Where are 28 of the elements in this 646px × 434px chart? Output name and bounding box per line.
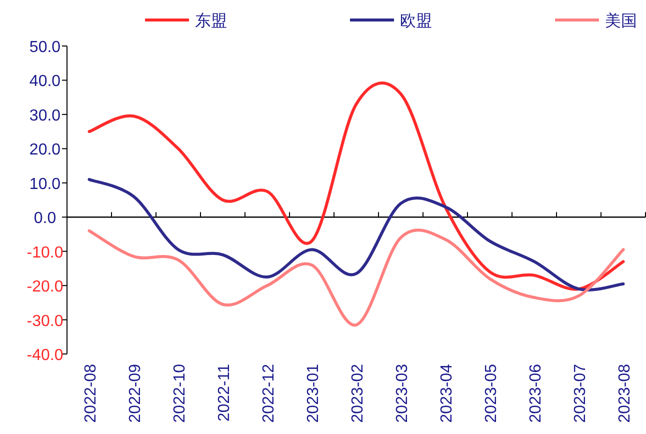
line-series bbox=[88, 228, 625, 326]
y-tick-label: -40.0 bbox=[26, 347, 64, 364]
line-series bbox=[88, 178, 625, 292]
y-tick-label: 20.0 bbox=[29, 142, 61, 159]
x-tick-label: 2023-02 bbox=[349, 364, 366, 423]
x-tick-label: 2022-11 bbox=[216, 364, 233, 422]
x-tick-label: 2023-05 bbox=[482, 364, 500, 423]
y-tick-label: 50.0 bbox=[29, 39, 61, 56]
x-tick-label: 2022-12 bbox=[260, 364, 278, 423]
y-tick-label: 0.0 bbox=[34, 210, 56, 228]
y-tick-label: 10.0 bbox=[29, 176, 61, 193]
x-tick-label: 2023-01 bbox=[304, 364, 322, 423]
y-tick-label: 30.0 bbox=[29, 107, 61, 124]
x-tick-label: 2023-03 bbox=[394, 364, 411, 423]
y-tick-label: -10.0 bbox=[26, 244, 64, 262]
legend-label: 欧盟 bbox=[400, 13, 432, 30]
x-tick-label: 2023-06 bbox=[527, 364, 544, 423]
x-tick-label: 2023-04 bbox=[438, 364, 456, 423]
x-tick-label: 2023-08 bbox=[616, 364, 634, 423]
x-tick-label: 2022-10 bbox=[171, 364, 188, 423]
legend-label: 东盟 bbox=[195, 12, 227, 30]
y-tick-label: 40.0 bbox=[29, 73, 61, 90]
x-tick-label: 2023-07 bbox=[572, 364, 589, 423]
x-tick-label: 2022-08 bbox=[82, 364, 100, 423]
y-tick-label: -30.0 bbox=[26, 312, 64, 330]
legend-label: 美国 bbox=[605, 12, 637, 30]
y-tick-label: -20.0 bbox=[26, 278, 64, 296]
x-tick-label: 2022-09 bbox=[126, 364, 144, 423]
